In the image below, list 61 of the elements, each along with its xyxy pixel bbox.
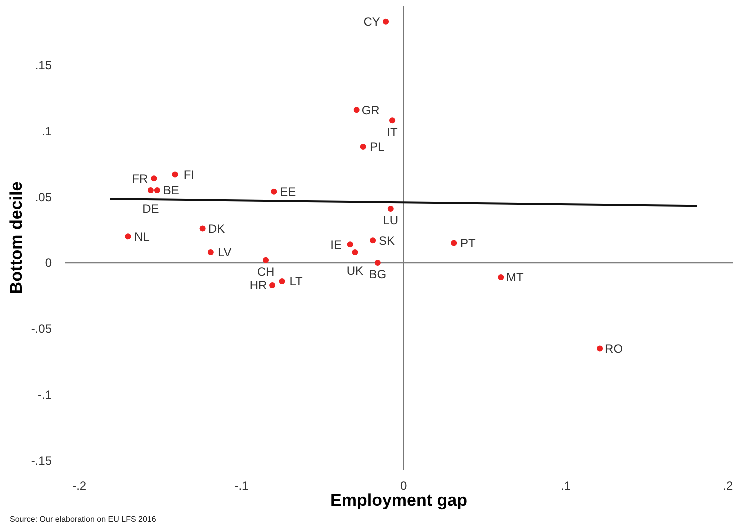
annotation: UK: [346, 264, 364, 278]
point: [151, 176, 158, 182]
point: [374, 260, 381, 266]
x-tick-label: -.1: [234, 479, 250, 493]
annotation: CH: [257, 265, 275, 280]
point: [383, 18, 390, 25]
point: [200, 226, 206, 232]
point: [347, 242, 354, 248]
annotation: EE: [280, 185, 296, 200]
point: [360, 144, 366, 150]
x-tick-label: -.2: [72, 479, 87, 493]
annotation: FR: [132, 172, 149, 186]
point: [125, 234, 132, 240]
annotation: PL: [370, 140, 385, 154]
point: [390, 118, 396, 124]
annotation: FI: [184, 168, 195, 182]
annotation: IE: [330, 238, 342, 252]
point: [354, 107, 360, 114]
annotation: RO: [605, 342, 624, 356]
annotation: BE: [163, 184, 180, 198]
annotation: SK: [379, 234, 396, 248]
point: [597, 346, 604, 352]
point: [388, 206, 394, 212]
y-tick-label: .1: [42, 124, 52, 138]
point: [172, 172, 178, 178]
annotation: GR: [362, 103, 380, 118]
x-axis-title: Employment gap: [330, 491, 468, 510]
x-tick-label: .2: [723, 479, 734, 493]
point: [154, 188, 160, 194]
annotation: DE: [142, 202, 160, 216]
annotation: LU: [383, 214, 399, 228]
point: [451, 240, 458, 246]
point: [270, 282, 276, 288]
y-tick-label: -.05: [31, 322, 52, 336]
annotation: CY: [364, 15, 380, 30]
annotation: LV: [218, 246, 232, 260]
point: [271, 188, 278, 195]
x-tick-label: .1: [560, 479, 572, 493]
source-note: Source: Our elaboration on EU LFS 2016: [10, 515, 157, 524]
point: [208, 250, 214, 256]
point: [498, 274, 504, 281]
annotation: BG: [369, 268, 387, 282]
annotation: MT: [506, 270, 524, 285]
point: [352, 250, 358, 256]
point: [263, 257, 270, 264]
point: [148, 188, 154, 194]
y-tick-label: -.1: [38, 388, 52, 402]
point: [279, 278, 286, 284]
annotation: DK: [208, 222, 226, 236]
y-tick-label: 0: [45, 256, 52, 270]
point: [370, 238, 376, 244]
annotation: NL: [134, 230, 150, 244]
y-tick-label: .05: [35, 190, 52, 204]
annotation: IT: [387, 125, 399, 140]
annotation: PT: [460, 236, 476, 250]
x-tick-label: 0: [400, 479, 408, 493]
annotation: LT: [290, 274, 304, 289]
y-axis-title: Bottom decile: [7, 182, 26, 294]
annotation: HR: [250, 278, 268, 293]
y-tick-label: -.15: [31, 454, 52, 468]
y-tick-label: .15: [35, 58, 52, 73]
